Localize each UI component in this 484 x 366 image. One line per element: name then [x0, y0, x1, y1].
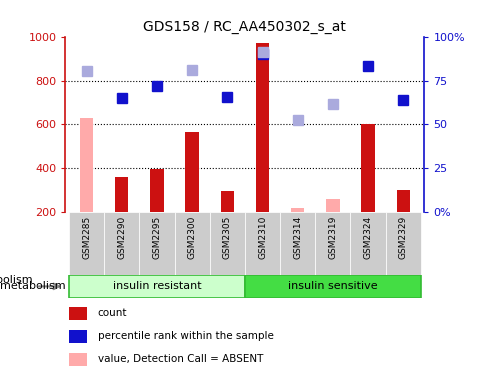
Bar	[290, 208, 304, 212]
Bar	[315, 212, 350, 274]
Text: value, Detection Call = ABSENT: value, Detection Call = ABSENT	[98, 354, 263, 364]
Bar	[385, 212, 420, 274]
Text: GSM2310: GSM2310	[257, 215, 267, 259]
Bar	[69, 330, 87, 343]
Text: GSM2324: GSM2324	[363, 215, 372, 258]
Bar	[280, 212, 315, 274]
Text: metabolism: metabolism	[0, 281, 65, 291]
Bar	[244, 212, 280, 274]
Text: GSM2300: GSM2300	[187, 215, 196, 259]
Bar	[69, 212, 104, 274]
Bar	[150, 169, 163, 212]
Bar	[244, 274, 420, 298]
Bar	[220, 191, 234, 212]
Text: percentile rank within the sample: percentile rank within the sample	[98, 331, 273, 341]
Bar	[174, 212, 209, 274]
Bar	[69, 353, 87, 366]
Text: GSM2305: GSM2305	[222, 215, 231, 259]
Text: insulin resistant: insulin resistant	[112, 281, 201, 291]
Text: count: count	[98, 309, 127, 318]
Bar	[69, 307, 87, 320]
Bar	[361, 124, 374, 212]
Bar	[115, 177, 128, 212]
Title: GDS158 / RC_AA450302_s_at: GDS158 / RC_AA450302_s_at	[143, 20, 346, 34]
Bar	[396, 190, 409, 212]
Bar	[104, 212, 139, 274]
Bar	[350, 212, 385, 274]
Text: GSM2285: GSM2285	[82, 215, 91, 259]
Bar	[80, 118, 93, 212]
Bar	[255, 43, 269, 212]
Bar	[209, 212, 244, 274]
Bar	[185, 132, 198, 212]
Text: GSM2290: GSM2290	[117, 215, 126, 259]
Text: GSM2314: GSM2314	[293, 215, 302, 259]
Text: GSM2329: GSM2329	[398, 215, 407, 259]
Bar	[69, 274, 244, 298]
Text: insulin sensitive: insulin sensitive	[287, 281, 377, 291]
Text: GSM2319: GSM2319	[328, 215, 337, 259]
Text: metabolism: metabolism	[0, 276, 32, 285]
Bar	[139, 212, 174, 274]
Bar	[326, 199, 339, 212]
Text: GSM2295: GSM2295	[152, 215, 161, 259]
